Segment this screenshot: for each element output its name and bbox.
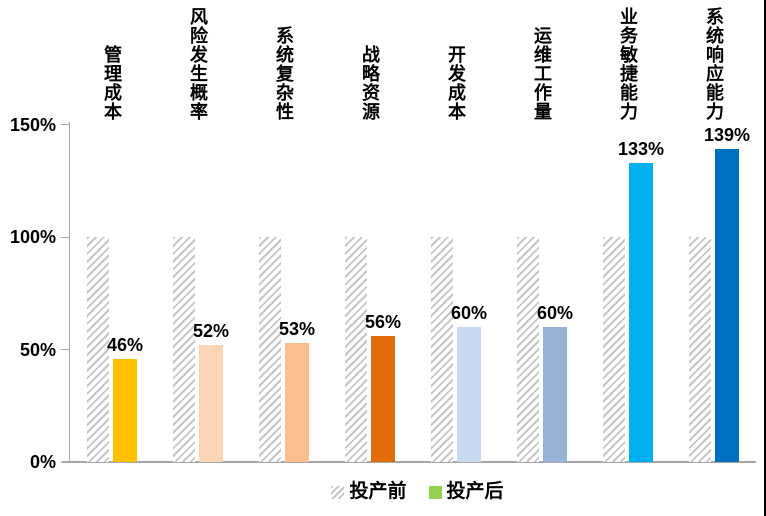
- y-axis-line: [69, 122, 70, 462]
- legend: 投产前 投产后: [69, 477, 766, 507]
- bar-after-launch: [543, 327, 567, 462]
- bar-before-launch: [87, 237, 109, 462]
- legend-swatch-icon: [331, 485, 345, 499]
- category-label: 业务敏捷能力: [618, 7, 638, 121]
- x-axis-baseline: [62, 461, 756, 463]
- bar-before-launch: [689, 237, 711, 462]
- category-label: 管理成本: [102, 45, 122, 121]
- value-label: 139%: [703, 125, 751, 146]
- value-label: 133%: [617, 138, 665, 159]
- category-label: 运维工作量: [532, 26, 552, 121]
- bar-after-launch: [199, 345, 223, 462]
- category-label: 系统响应能力: [704, 7, 724, 121]
- y-tick-mark: [61, 461, 69, 463]
- y-tick-mark: [61, 349, 69, 350]
- value-label: 53%: [278, 318, 316, 339]
- category-label: 风险发生概率: [188, 7, 208, 121]
- y-tick-label: 50%: [19, 339, 56, 360]
- legend-label: 投产前: [349, 481, 407, 502]
- value-label: 46%: [106, 334, 144, 355]
- bar-after-launch: [715, 149, 739, 462]
- y-tick-label: 0%: [29, 452, 56, 472]
- bar-after-launch: [629, 162, 653, 462]
- y-tick-label: 150%: [9, 114, 56, 135]
- bar-before-launch: [259, 237, 281, 462]
- bar-after-launch: [113, 358, 137, 462]
- bar-after-launch: [457, 327, 481, 462]
- category-label: 系统复杂性: [274, 26, 294, 121]
- legend-label: 投产后: [446, 481, 504, 502]
- value-label: 56%: [364, 312, 402, 332]
- bar-after-launch: [285, 342, 309, 462]
- bar-before-launch: [173, 237, 195, 462]
- legend-item: 投产前: [331, 481, 407, 503]
- value-label: 60%: [450, 303, 488, 323]
- bar-before-launch: [431, 237, 453, 462]
- value-label: 60%: [536, 303, 574, 323]
- y-tick-mark: [61, 236, 69, 238]
- category-label: 战略资源: [360, 45, 380, 121]
- bar-after-launch: [371, 336, 395, 462]
- bar-before-launch: [345, 237, 367, 462]
- category-label: 开发成本: [446, 45, 466, 121]
- y-tick-mark: [61, 124, 69, 125]
- y-tick-label: 100%: [9, 227, 56, 247]
- legend-swatch-icon: [428, 485, 442, 499]
- bar-before-launch: [603, 237, 625, 462]
- legend-item: 投产后: [428, 481, 504, 503]
- right-edge-border: [764, 0, 766, 516]
- value-label: 52%: [192, 321, 230, 341]
- bar-before-launch: [517, 237, 539, 462]
